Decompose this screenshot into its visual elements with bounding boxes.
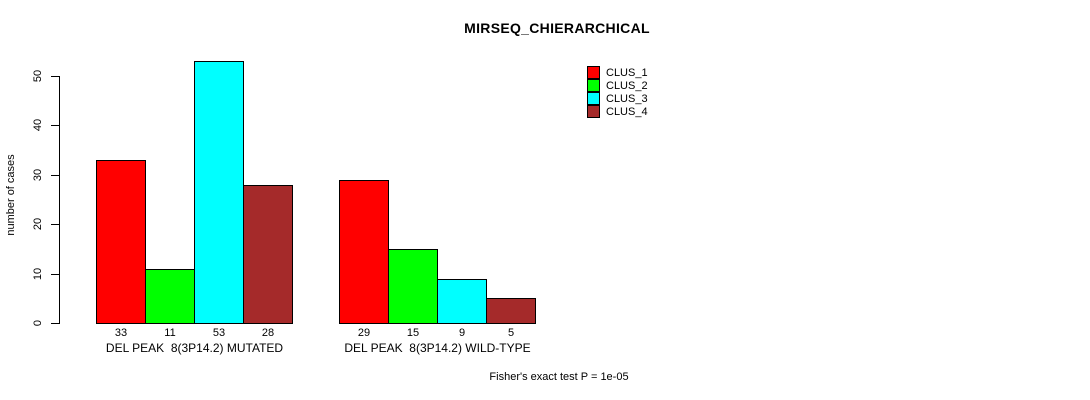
- y-axis-tick-label: 10: [32, 267, 44, 281]
- y-axis-tick-label: 50: [32, 69, 44, 83]
- bar-value-label: 29: [357, 327, 371, 339]
- legend-swatch-clus_2: [587, 79, 600, 92]
- legend-label-clus_2: CLUS_2: [606, 79, 648, 92]
- legend-label-clus_1: CLUS_1: [606, 66, 648, 79]
- bar-clus_4-group2: [486, 298, 536, 324]
- legend: CLUS_1 CLUS_2 CLUS_3 CLUS_4: [587, 66, 648, 118]
- bar-clus_4-group1: [243, 185, 293, 324]
- legend-swatch-clus_1: [587, 66, 600, 79]
- bar-value-label: 33: [114, 327, 128, 339]
- y-axis-tick: [51, 175, 59, 176]
- bar-value-label: 15: [406, 327, 420, 339]
- bar-clus_3-group1: [194, 61, 244, 324]
- bar-value-label: 5: [507, 327, 515, 339]
- legend-label-clus_3: CLUS_3: [606, 92, 648, 105]
- y-axis-tick-label: 40: [32, 118, 44, 132]
- bar-clus_2-group1: [145, 269, 195, 324]
- bar-clus_2-group2: [388, 249, 438, 324]
- x-category-label: DEL PEAK 8(3P14.2) WILD-TYPE: [344, 341, 531, 355]
- chart-title: MIRSEQ_CHIERARCHICAL: [464, 20, 650, 36]
- legend-swatch-clus_4: [587, 105, 600, 118]
- legend-row-clus_3: CLUS_3: [587, 92, 648, 105]
- y-axis-line: [59, 76, 60, 324]
- y-axis-tick-label: 30: [32, 168, 44, 182]
- bar-clus_1-group2: [339, 180, 389, 324]
- bar-value-label: 28: [261, 327, 275, 339]
- y-axis-tick: [51, 76, 59, 77]
- y-axis-label: number of cases: [5, 154, 17, 236]
- y-axis-tick: [51, 224, 59, 225]
- y-axis-tick-label: 0: [32, 319, 44, 327]
- legend-row-clus_4: CLUS_4: [587, 105, 648, 118]
- y-axis-tick: [51, 274, 59, 275]
- bar-value-label: 11: [164, 327, 176, 339]
- legend-label-clus_4: CLUS_4: [606, 105, 648, 118]
- y-axis-tick: [51, 323, 59, 324]
- bar-clus_3-group2: [437, 279, 487, 324]
- bar-value-label: 9: [458, 327, 466, 339]
- legend-swatch-clus_3: [587, 92, 600, 105]
- y-axis-tick-label: 20: [32, 217, 44, 231]
- y-axis-tick: [51, 125, 59, 126]
- annotation-text: Fisher's exact test P = 1e-05: [489, 371, 629, 383]
- bar-value-label: 53: [212, 327, 226, 339]
- legend-row-clus_1: CLUS_1: [587, 66, 648, 79]
- legend-row-clus_2: CLUS_2: [587, 79, 648, 92]
- bar-clus_1-group1: [96, 160, 146, 324]
- x-category-label: DEL PEAK 8(3P14.2) MUTATED: [105, 341, 284, 355]
